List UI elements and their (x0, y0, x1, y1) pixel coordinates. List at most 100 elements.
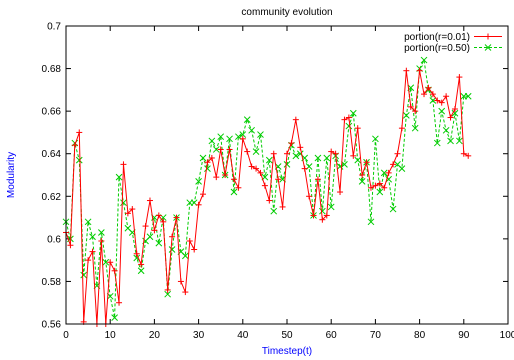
data-point (133, 250, 140, 257)
data-point (257, 131, 264, 138)
legend-entry: portion(r=0.50) (404, 43, 502, 54)
x-tick-label: 80 (414, 330, 426, 341)
x-tick-label: 40 (237, 330, 249, 341)
plot-frame (65, 25, 509, 325)
data-point (319, 207, 326, 215)
y-tick-label: 0.68 (42, 64, 62, 75)
x-tick-label: 60 (326, 330, 338, 341)
data-point (464, 92, 472, 100)
data-point (248, 126, 255, 134)
data-point (253, 165, 260, 172)
data-point (191, 246, 198, 253)
y-axis-title: Modularity (6, 152, 17, 198)
data-point (84, 218, 92, 226)
data-point (217, 146, 224, 153)
data-point (376, 188, 384, 196)
data-point (71, 142, 78, 149)
data-point (354, 156, 362, 164)
data-point (204, 165, 211, 172)
data-point (438, 99, 445, 106)
data-point (270, 150, 277, 157)
data-point (442, 126, 450, 134)
data-point (199, 154, 207, 162)
data-point (266, 197, 273, 204)
data-point (323, 154, 331, 162)
legend: portion(r=0.01) portion(r=0.50) (404, 32, 502, 54)
chart-title: community evolution (241, 7, 332, 18)
data-point (310, 212, 317, 219)
data-point (226, 135, 233, 143)
data-point (394, 150, 401, 157)
data-point (389, 205, 397, 213)
data-point (398, 165, 406, 172)
data-point (230, 176, 237, 183)
data-point (403, 67, 410, 74)
data-point (155, 212, 162, 219)
data-point (107, 259, 114, 266)
data-point (284, 150, 290, 157)
data-point (261, 182, 268, 189)
data-point (402, 112, 410, 119)
data-point (341, 116, 348, 123)
data-point (341, 161, 348, 168)
data-point (411, 124, 419, 132)
data-point (345, 114, 352, 121)
data-point (429, 91, 436, 98)
data-point (420, 56, 428, 64)
data-point (288, 140, 295, 147)
data-point (160, 218, 167, 225)
series-line (65, 70, 469, 325)
data-point (447, 114, 454, 121)
data-point (129, 206, 136, 213)
data-point (124, 210, 131, 217)
legend-marker (484, 44, 492, 51)
data-point (235, 184, 242, 191)
y-tick-label: 0.6 (47, 234, 61, 245)
x-tick-label: 0 (63, 330, 69, 341)
y-tick-label: 0.56 (42, 320, 62, 331)
data-point (429, 97, 437, 104)
legend-entry: portion(r=0.01) (404, 32, 502, 43)
data-point (115, 173, 123, 181)
data-point (359, 172, 366, 178)
data-point (230, 188, 238, 196)
data-point (151, 227, 158, 234)
data-point (319, 216, 326, 223)
data-point (332, 150, 339, 157)
data-point (146, 233, 154, 241)
data-point (358, 178, 366, 185)
data-point (248, 163, 255, 170)
data-point (390, 161, 397, 168)
data-point (451, 106, 458, 113)
data-point (116, 299, 123, 306)
data-point (412, 108, 419, 115)
data-point (102, 258, 110, 266)
y-tick-label: 0.58 (42, 277, 62, 288)
data-point (283, 161, 291, 168)
data-point (142, 223, 149, 230)
y-tick-label: 0.7 (47, 22, 61, 33)
data-point (155, 239, 163, 247)
data-point (208, 137, 216, 145)
data-point (363, 159, 370, 166)
x-tick-label: 30 (193, 330, 205, 341)
data-point (138, 261, 145, 268)
data-point (485, 33, 491, 40)
data-point (328, 148, 335, 155)
legend-marker (485, 33, 491, 40)
data-point (349, 109, 357, 117)
data-point (337, 189, 344, 196)
data-point (111, 314, 118, 321)
data-point (204, 159, 211, 166)
data-point (89, 233, 96, 241)
data-point (265, 156, 273, 164)
data-point (76, 129, 83, 136)
data-point (367, 218, 375, 226)
x-axis-title: Timestep(t) (262, 346, 312, 357)
data-point (425, 84, 432, 91)
legend-label: portion(r=0.50) (404, 43, 470, 54)
data-point (243, 116, 251, 124)
x-tick-label: 90 (458, 330, 470, 341)
